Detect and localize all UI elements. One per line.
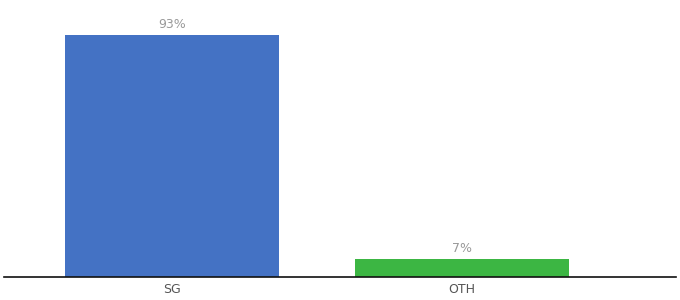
Text: 7%: 7% bbox=[452, 242, 472, 255]
Text: 93%: 93% bbox=[158, 19, 186, 32]
Bar bbox=[65, 35, 279, 277]
Bar bbox=[355, 259, 569, 277]
